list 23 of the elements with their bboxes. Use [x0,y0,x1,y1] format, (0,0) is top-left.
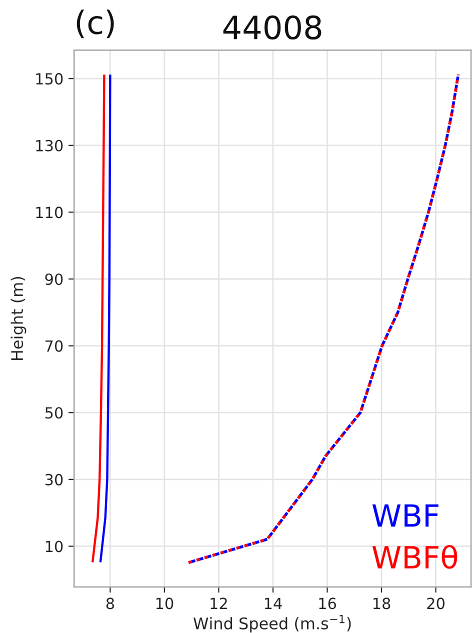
x-tick-label: 16 [319,598,336,610]
text: (c) [76,10,114,38]
x-tick-label: 10 [156,598,174,610]
y-tick-label: 150 [36,73,63,85]
x-tick-label: 14 [264,598,282,610]
y-tick-label: 10 [46,540,63,552]
y-tick-label: 110 [36,206,63,218]
y-tick-label: 50 [45,407,63,419]
line-series [91,73,106,564]
chart-title: 44008 [223,15,322,40]
y-tick-label: 30 [45,474,63,486]
x-tick-label: 18 [373,598,390,610]
x-tick-label: 12 [210,598,227,610]
x-tick-label: 20 [427,598,444,610]
x-tick-label: 8 [106,598,114,610]
y-tick-label: 70 [46,340,63,352]
x-axis-title: Wind Speed (m.s$^{−1}$) [193,614,351,633]
y-tick-label: 130 [36,140,63,152]
y-tick-label: 90 [45,273,63,286]
y-axis-title: Height (m) [10,277,26,360]
line-series [99,73,112,564]
text: WBFθ [372,544,458,569]
text: WBF [372,504,438,527]
